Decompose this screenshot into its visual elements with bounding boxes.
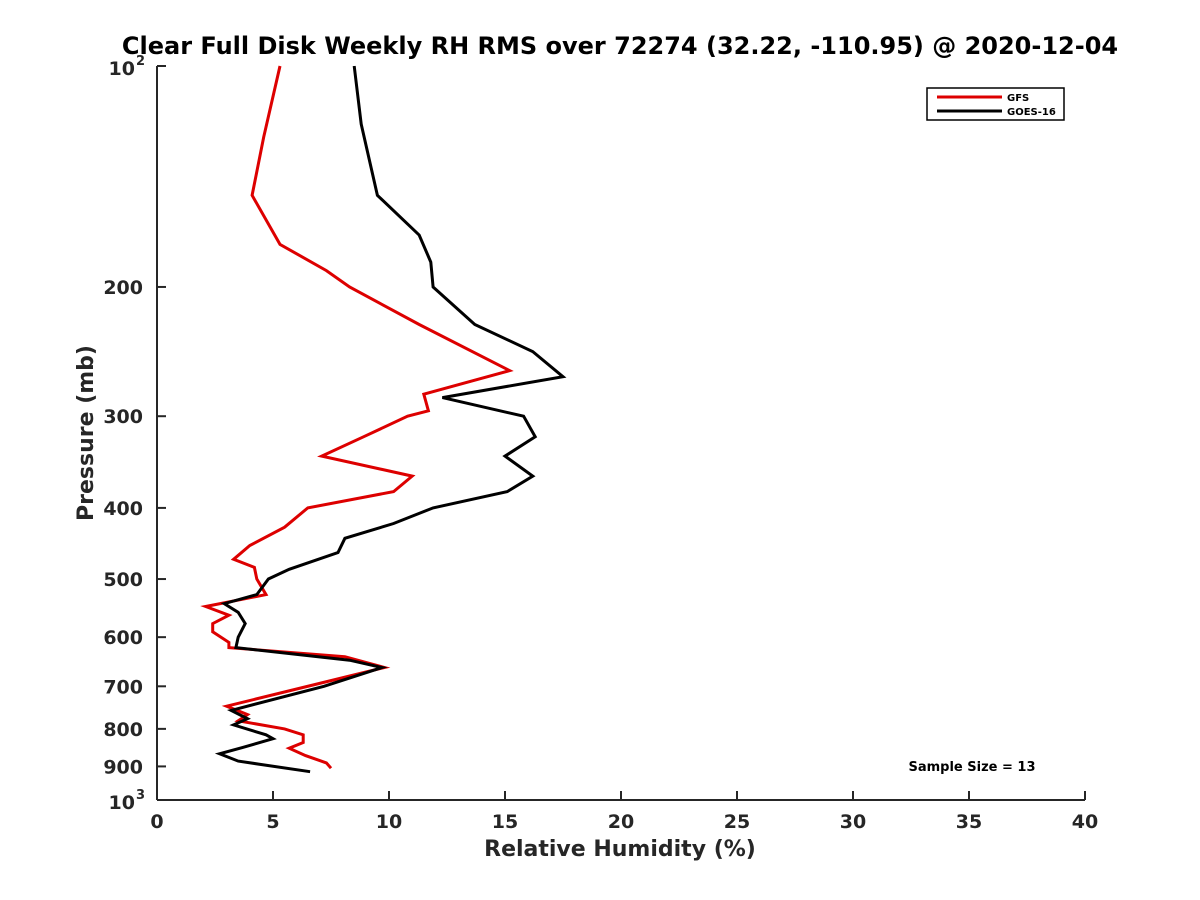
x-tick-label: 5 (266, 811, 279, 833)
series-line-gfs (200, 65, 514, 770)
legend: GFS GOES-16 (926, 87, 1065, 121)
x-tick-label: 35 (956, 811, 982, 833)
plot-area: 0 5 10 15 20 25 30 35 40 10 220030040050060070080… (103, 54, 1098, 833)
y-tick-exponent: 3 (136, 788, 145, 803)
x-tick-label: 15 (492, 811, 518, 833)
x-tick-label: 25 (724, 811, 750, 833)
x-axis-ticks: 0 5 10 15 20 25 30 35 40 (150, 791, 1098, 833)
y-tick-label: 500 (103, 569, 143, 591)
y-tick-label: 900 (103, 756, 143, 778)
y-tick-label: 200 (103, 277, 143, 299)
x-tick-label: 10 (376, 811, 402, 833)
series-line-goes-16 (214, 65, 567, 774)
chart-title: Clear Full Disk Weekly RH RMS over 72274… (122, 32, 1118, 60)
legend-box (926, 87, 1065, 121)
x-tick-label: 30 (840, 811, 866, 833)
y-axis-label: Pressure (mb) (74, 345, 99, 521)
y-tick-label: 400 (103, 498, 143, 520)
y-tick-label: 300 (103, 406, 143, 428)
y-tick-label: 10 (109, 792, 135, 814)
y-tick-exponent: 2 (136, 54, 145, 69)
x-tick-label: 0 (150, 811, 163, 833)
x-tick-label: 40 (1072, 811, 1098, 833)
sample-size-annotation: Sample Size = 13 (908, 760, 1035, 775)
y-tick-label: 600 (103, 627, 143, 649)
x-tick-label: 20 (608, 811, 634, 833)
y-tick-label: 10 (109, 58, 135, 80)
y-tick-label: 700 (103, 676, 143, 698)
series-layer (200, 65, 567, 774)
y-tick-label: 800 (103, 719, 143, 741)
legend-entry: GOES-16 (1007, 107, 1056, 118)
legend-entry: GFS (1007, 93, 1029, 104)
x-axis-label: Relative Humidity (%) (484, 837, 756, 862)
legend-items: GFS GOES-16 (937, 93, 1056, 118)
